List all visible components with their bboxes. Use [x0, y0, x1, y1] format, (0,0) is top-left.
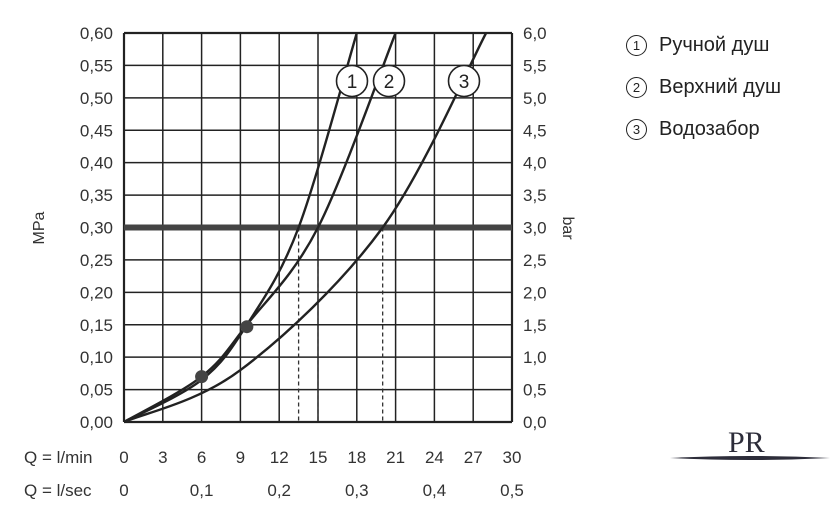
x-tick-label-lsec: 0 [119, 481, 128, 500]
series-curves [123, 32, 488, 424]
y-tick-label-left: 0,30 [80, 219, 113, 238]
y-tick-label-right: 4,0 [523, 154, 547, 173]
x-tick-label-lmin: 24 [425, 448, 444, 467]
brand-logo: PR [670, 426, 830, 460]
y-tick-label-right: 3,5 [523, 186, 547, 205]
curve-label-circle [335, 64, 369, 98]
y-tick-label-left: 0,40 [80, 154, 113, 173]
y-tick-label-right: 2,0 [523, 283, 547, 302]
x-tick-label-lsec: 0,3 [345, 481, 369, 500]
y-tick-label-left: 0,00 [80, 413, 113, 432]
data-point [195, 370, 209, 384]
y-tick-label-right: 2,5 [523, 251, 547, 270]
x-axis-lsec-label: Q = l/sec [24, 481, 92, 500]
y-axis-left-ticks: 0,00 0,05 0,10 0,15 0,20 0,25 0,30 0,35 0,40 0,45… [80, 24, 113, 432]
x-tick-label-lmin: 30 [503, 448, 522, 467]
x-tick-label-lsec: 0,2 [267, 481, 291, 500]
x-axis-lmin-label: Q = l/min [24, 448, 93, 467]
y-tick-label-right: 1,5 [523, 316, 547, 335]
curve-label-number: 3 [459, 72, 470, 93]
y-tick-label-left: 0,50 [80, 89, 113, 108]
curve-label-circle [447, 64, 481, 98]
curve-label-number: 1 [347, 72, 358, 93]
x-axis-lsec-ticks: 0 0,1 0,2 0,3 0,4 0,5 [119, 481, 524, 500]
y-tick-label-right: 0,0 [523, 413, 547, 432]
y-tick-label-left: 0,25 [80, 251, 113, 270]
legend-item: 3 Водозабор [626, 114, 781, 144]
data-point [240, 320, 254, 334]
x-tick-label-lmin: 6 [197, 448, 206, 467]
y-tick-label-left: 0,35 [80, 186, 113, 205]
x-tick-label-lmin: 18 [347, 448, 366, 467]
y-tick-label-left: 0,55 [80, 56, 113, 75]
legend-number-icon: 2 [626, 76, 647, 98]
x-tick-label-lmin: 15 [309, 448, 328, 467]
x-axis-lmin-ticks: 0 3 6 9 12 15 18 21 24 27 30 [119, 448, 521, 467]
curve-label-number: 2 [384, 72, 395, 93]
x-tick-label-lmin: 27 [464, 448, 483, 467]
x-tick-label-lsec: 0,4 [423, 481, 447, 500]
legend-label: Верхний душ [659, 75, 782, 98]
x-tick-label-lsec: 0,1 [190, 481, 214, 500]
legend-item: 2 Верхний душ [626, 72, 781, 102]
dashed-drop-lines [297, 227, 384, 422]
legend-item: 1 Ручной душ [626, 30, 781, 60]
legend-label: Ручной душ [659, 33, 770, 56]
y-tick-label-left: 0,10 [80, 348, 113, 367]
x-tick-label-lmin: 0 [119, 448, 128, 467]
data-markers [195, 320, 254, 384]
logo-text: PR [728, 426, 765, 459]
y-tick-label-left: 0,20 [80, 283, 113, 302]
x-tick-label-lmin: 21 [386, 448, 405, 467]
y-axis-right-ticks: 0,0 0,5 1,0 1,5 2,0 2,5 3,0 3,5 4,0 4,5 5,0 5,5 6,0 [523, 24, 547, 432]
y-tick-label-right: 0,5 [523, 381, 547, 400]
y-axis-right-title: bar [559, 216, 576, 240]
x-tick-label-lmin: 3 [158, 448, 167, 467]
y-tick-label-right: 1,0 [523, 348, 547, 367]
curve-label-circle [372, 64, 406, 98]
y-tick-label-right: 6,0 [523, 24, 547, 43]
curve-labels: 1 2 3 [335, 64, 481, 98]
y-tick-label-right: 5,0 [523, 89, 547, 108]
y-tick-label-right: 3,0 [523, 219, 547, 238]
series-line-1 [123, 32, 358, 424]
y-axis-left-title: MPa [31, 211, 48, 244]
y-tick-label-left: 0,05 [80, 381, 113, 400]
y-tick-label-right: 5,5 [523, 56, 547, 75]
legend-label: Водозабор [659, 117, 760, 140]
x-tick-label-lmin: 9 [236, 448, 245, 467]
y-tick-label-left: 0,60 [80, 24, 113, 43]
x-tick-label-lmin: 12 [270, 448, 289, 467]
legend-number-icon: 1 [626, 34, 647, 56]
y-tick-label-left: 0,15 [80, 316, 113, 335]
y-tick-label-right: 4,5 [523, 121, 547, 140]
legend: 1 Ручной душ 2 Верхний душ 3 Водозабор [626, 30, 781, 156]
y-tick-label-left: 0,45 [80, 121, 113, 140]
legend-number-icon: 3 [626, 118, 647, 140]
x-tick-label-lsec: 0,5 [500, 481, 524, 500]
series-line-3 [123, 32, 488, 424]
series-line-2 [123, 32, 397, 424]
